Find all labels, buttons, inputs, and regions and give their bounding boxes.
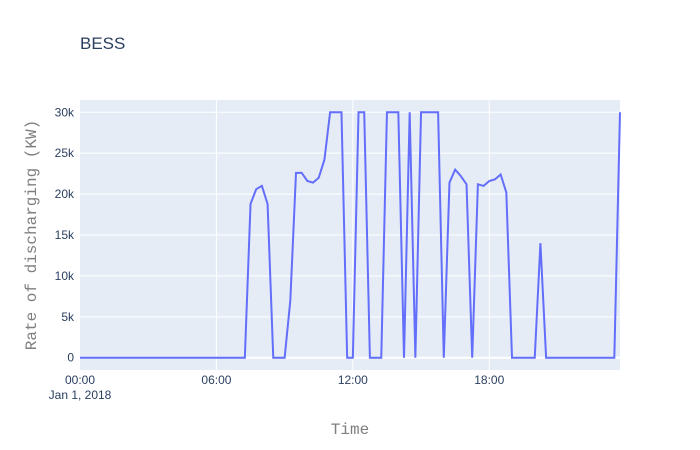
x-tick-labels: 00:00 06:00 12:00 18:00	[65, 373, 505, 387]
y-tick-label: 5k	[61, 310, 75, 324]
series-line	[80, 111, 621, 359]
x-tick-label: 18:00	[474, 373, 504, 387]
y-tick-label: 25k	[55, 146, 75, 160]
x-tick-date-label: Jan 1, 2018	[49, 388, 112, 402]
y-axis-title: Rate of discharging (KW)	[23, 120, 41, 350]
y-tick-label: 15k	[55, 228, 75, 242]
y-tick-label: 10k	[55, 269, 75, 283]
x-tick-label: 00:00	[65, 373, 95, 387]
x-tick-label: 06:00	[201, 373, 231, 387]
y-tick-label: 0	[67, 351, 74, 365]
y-tick-labels: 0 5k 10k 15k 20k 25k 30k	[55, 105, 75, 364]
x-tick-label: 12:00	[338, 373, 368, 387]
x-axis-title: Time	[331, 421, 369, 439]
y-tick-label: 20k	[55, 187, 75, 201]
chart-title: BESS	[80, 34, 126, 53]
y-tick-label: 30k	[55, 105, 75, 119]
